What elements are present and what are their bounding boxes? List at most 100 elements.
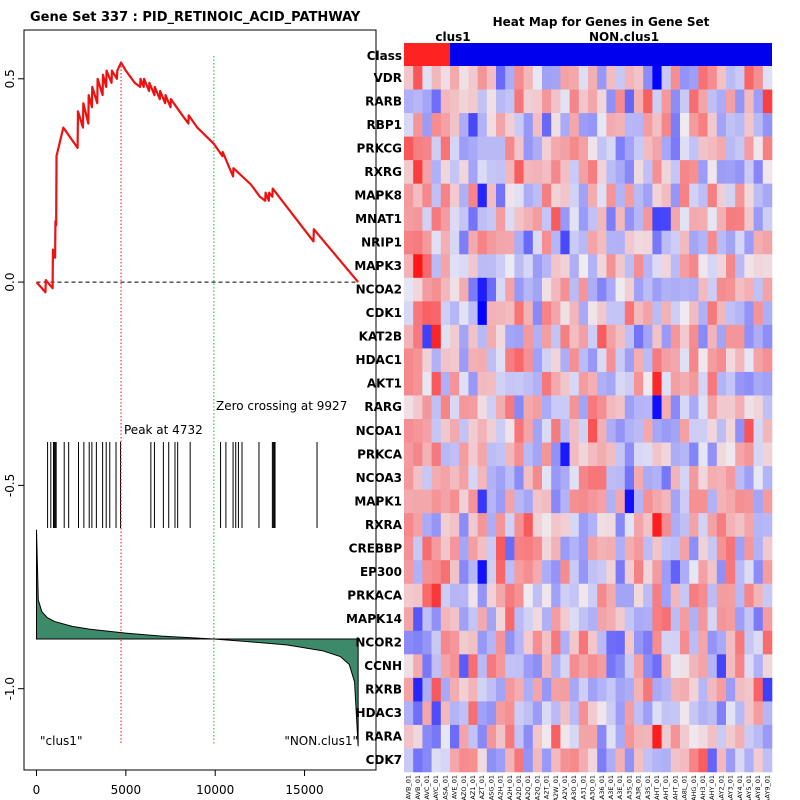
heatmap-cell [505,630,515,655]
heatmap-cell [431,466,442,490]
heatmap-cell [661,230,672,255]
heatmap-cell [413,677,423,702]
heatmap-cell [680,89,690,114]
heatmap-cell [615,536,626,561]
heatmap-cell [542,466,552,490]
heatmap-cell [643,136,653,161]
heatmap-cell [569,66,580,90]
heatmap-cell [450,230,460,255]
heatmap-cell [735,583,745,608]
sample-label: A2W_01 [552,775,560,800]
heatmap-cell [689,207,699,232]
heatmap-cell [624,371,635,396]
heatmap-cell [606,560,616,585]
sample-label: A2T_01 [543,775,551,799]
heatmap-cell [753,536,764,561]
heatmap-cell [468,607,478,632]
heatmap-cell [450,654,460,679]
heatmap-cell [505,466,515,490]
heatmap-cell [588,536,598,561]
heatmap-cell [505,66,515,90]
heatmap-cell [744,183,754,208]
heatmap-cell [597,489,607,514]
heatmap-cell [477,160,488,184]
heatmap-cell [753,301,764,326]
heatmap-cell [431,677,442,702]
heatmap-cell [716,89,727,114]
heatmap-cell [551,113,561,137]
heatmap-cell [762,89,773,114]
heatmap-cell [560,724,570,749]
heatmap-cell [560,583,570,608]
heatmap-cell [422,348,432,373]
heatmap-cell [726,136,736,161]
heatmap-cell [477,113,488,137]
heatmap-cell [551,230,561,255]
peak-label: Peak at 4732 [124,423,203,437]
heatmap-cell [652,583,662,608]
heatmap-cell [459,513,469,537]
heatmap-cell [431,536,442,561]
heatmap-cell [450,724,460,749]
heatmap-cell [615,183,626,208]
class-bar-non-clus1 [450,43,772,66]
heatmap-cell [404,66,414,90]
heatmap-cell [468,230,478,255]
heatmap-cell [680,371,690,396]
heatmap-cell [652,419,662,443]
heatmap-cell [413,301,423,326]
heatmap-cell [744,301,754,326]
heatmap-cell [661,442,672,467]
heatmap-cell [643,254,653,279]
heatmap-cell [652,513,662,537]
heatmap-cell [542,630,552,655]
heatmap-cell [514,724,524,749]
heatmap-cell [762,207,773,232]
heatmap-cell [569,677,580,702]
guide-lines [36,56,359,744]
heatmap-cell [542,89,552,114]
heatmap-cell [505,277,515,302]
heatmap-cell [661,607,672,632]
heatmap-cell [634,207,644,232]
heatmap-panel: Heat Map for Genes in Gene Set clus1 NON… [346,15,773,800]
heatmap-cell [698,136,708,161]
heatmap-cell [753,66,764,90]
heatmap-cell [689,654,699,679]
heatmap-cell [707,419,718,443]
heatmap-cell [422,136,432,161]
heatmap-cell [624,654,635,679]
heatmap-cell [431,183,442,208]
heatmap-cell [762,677,773,702]
heatmap-cell [643,489,653,514]
heatmap-cell [459,230,469,255]
heatmap-cell [762,301,773,326]
heatmap-cell [716,513,727,537]
heatmap-cell [578,630,589,655]
heatmap-cell [680,324,690,349]
heatmap-cell [680,442,690,467]
heatmap-cell [624,160,635,184]
heatmap-cell [698,254,708,279]
heatmap-cell [597,630,607,655]
heatmap-cell [450,607,460,632]
heatmap-cell [615,301,626,326]
heatmap-cell [422,183,432,208]
heatmap-cell [643,66,653,90]
heatmap-cell [450,513,460,537]
heatmap-cell [726,324,736,349]
heatmap-cell [753,489,764,514]
heatmap-cell [744,442,754,467]
heatmap-cell [551,395,561,420]
heatmap-cell [597,66,607,90]
heatmap-cell [431,630,442,655]
heatmap-cell [440,724,451,749]
heatmap-cell [404,113,414,137]
heatmap-cell [716,136,727,161]
heatmap-cell [744,489,754,514]
heatmap-cell [542,536,552,561]
heatmap-cell [532,160,543,184]
heatmap-cell [744,536,754,561]
sample-label: AZ1_01 [469,775,477,800]
heatmap-cell [505,489,515,514]
